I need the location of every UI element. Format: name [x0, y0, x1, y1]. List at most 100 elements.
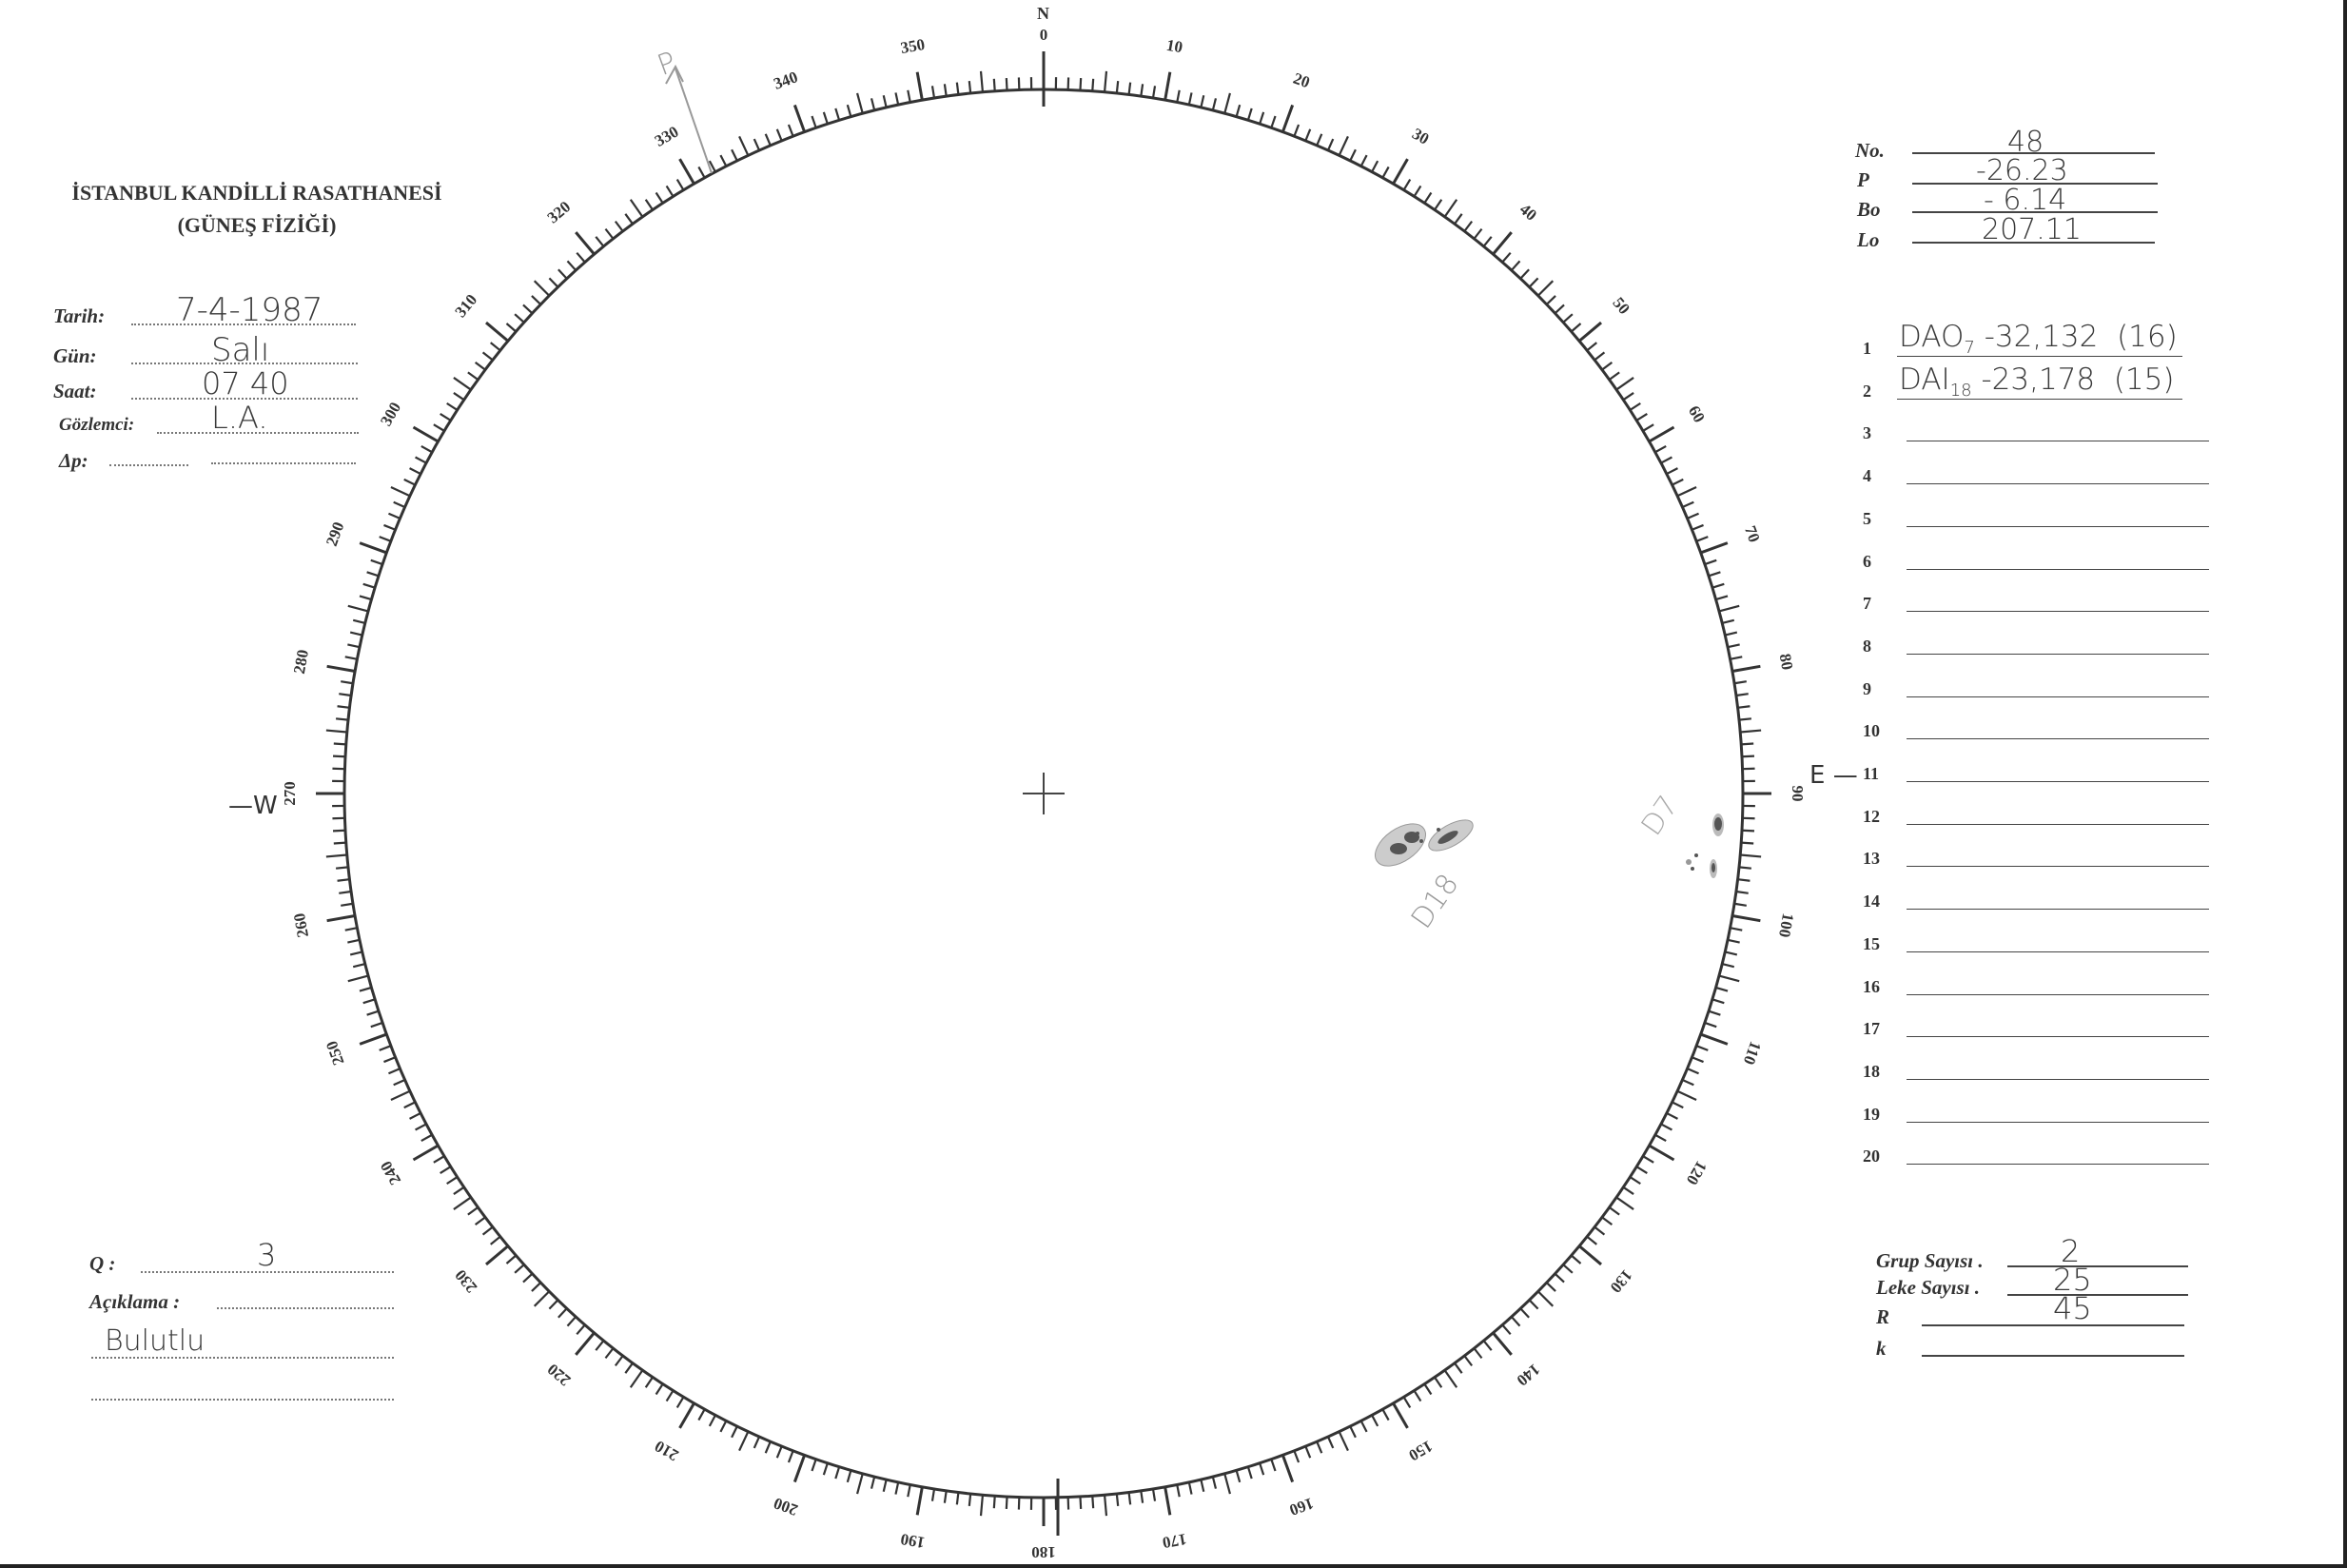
scale-tick — [1140, 1490, 1144, 1503]
r-line — [1922, 1324, 2184, 1326]
spot-count-line — [2007, 1294, 2188, 1296]
scale-label: 240 — [377, 1158, 404, 1188]
day-line — [131, 363, 358, 364]
scale-tick — [1733, 902, 1747, 907]
sunspot-umbra — [1390, 843, 1407, 854]
scale-tick — [531, 295, 542, 305]
time-value[interactable]: 07 40 — [202, 365, 289, 402]
scale-tick — [1721, 962, 1735, 969]
scale-tick — [362, 582, 376, 589]
scale-tick — [347, 974, 369, 983]
scale-label: 350 — [899, 35, 926, 57]
date-value[interactable]: 7-4-1987 — [176, 291, 323, 329]
time-line — [131, 398, 358, 400]
scale-tick — [337, 705, 350, 709]
scale-tick — [1692, 1056, 1704, 1064]
observer-value[interactable]: L.A. — [211, 400, 268, 436]
scale-tick — [675, 1396, 685, 1409]
q-value[interactable]: 3 — [257, 1237, 277, 1273]
sunspot-pore — [1686, 859, 1692, 865]
scale-tick — [1103, 70, 1108, 92]
scale-tick — [349, 951, 363, 956]
group-row-line — [1907, 823, 2209, 825]
scale-tick — [347, 643, 361, 649]
department-name: (GÜNEŞ FİZİĞİ) — [177, 213, 337, 237]
sunspot-umbra — [1404, 832, 1419, 843]
delta-p-line-2 — [211, 462, 356, 464]
group-count-value[interactable]: 2 — [2061, 1233, 2081, 1269]
spot-count-value[interactable]: 25 — [2053, 1262, 2092, 1298]
p-value[interactable]: -26.23 — [1976, 154, 2068, 187]
lo-value[interactable]: 207.11 — [1982, 213, 2082, 246]
scale-tick — [1293, 1450, 1301, 1463]
scale-tick — [1695, 536, 1709, 542]
scale-tick — [1381, 1408, 1390, 1421]
scale-tick — [347, 604, 369, 613]
scale-tick — [332, 755, 346, 758]
scale-tick — [531, 1282, 542, 1292]
scale-tick — [1682, 1078, 1694, 1087]
group-row-number: 12 — [1863, 806, 1880, 826]
day-value[interactable]: Salı — [211, 331, 270, 369]
scale-tick — [644, 199, 654, 211]
scale-label: 60 — [1685, 402, 1709, 425]
bo-value[interactable]: - 6.14 — [1984, 184, 2067, 217]
note-value[interactable]: Bulutlu — [105, 1324, 205, 1358]
scale-label: 20 — [1291, 69, 1312, 92]
scale-tick — [834, 1466, 841, 1480]
r-value[interactable]: 45 — [2053, 1290, 2092, 1326]
scale-tick — [1554, 304, 1565, 315]
scale-tick — [576, 251, 586, 264]
scale-tick — [1235, 104, 1242, 117]
scale-tick — [403, 478, 416, 486]
scale-tick — [1570, 1254, 1582, 1264]
scale-tick — [366, 571, 380, 578]
scale-tick — [629, 199, 644, 218]
scale-tick — [915, 1486, 924, 1516]
scale-tick — [1338, 1431, 1349, 1452]
scale-label: 330 — [652, 123, 682, 150]
scale-tick — [697, 1408, 706, 1421]
no-value[interactable]: 48 — [2007, 126, 2044, 159]
scale-tick — [822, 1462, 829, 1476]
scale-tick — [1554, 1272, 1565, 1284]
scale-label: 210 — [652, 1437, 682, 1464]
scale-tick — [339, 890, 352, 894]
west-label: W — [253, 792, 278, 820]
scale-tick — [738, 1431, 750, 1452]
group-entry[interactable]: DAO7 -32,132 (16) — [1899, 320, 2178, 358]
scale-tick — [930, 1488, 936, 1501]
scale-tick — [1281, 1454, 1295, 1483]
scale-tick — [1316, 1441, 1323, 1454]
scale-tick — [1700, 1032, 1729, 1046]
delta-p-line-1 — [109, 464, 188, 466]
scale-tick — [337, 878, 350, 882]
p-label: P — [1857, 168, 1869, 191]
scale-label: 230 — [451, 1266, 480, 1297]
west-marker: —W — [228, 792, 278, 820]
group-row-number: 9 — [1863, 678, 1871, 698]
scale-label: 220 — [544, 1361, 575, 1390]
group-entry[interactable]: DAI18 -23,178 (15) — [1899, 363, 2174, 401]
date-line — [131, 323, 356, 325]
scale-tick — [1724, 631, 1738, 637]
scale-tick — [846, 104, 852, 117]
scale-tick — [675, 178, 685, 191]
scale-tick — [738, 135, 750, 156]
p-line — [1912, 183, 2158, 185]
scale-tick — [522, 304, 534, 315]
scale-tick — [811, 115, 817, 128]
scale-label: 310 — [451, 290, 480, 321]
scale-tick — [930, 86, 936, 99]
scale-tick — [1259, 1462, 1265, 1476]
lo-line — [1912, 242, 2155, 244]
scale-tick — [1434, 1376, 1443, 1388]
scale-tick — [1704, 1021, 1717, 1029]
scale-tick — [1578, 1245, 1602, 1266]
scale-tick — [393, 1078, 405, 1087]
scale-tick — [566, 1316, 577, 1327]
scale-tick — [352, 962, 366, 969]
scale-tick — [1727, 938, 1740, 944]
no-label: No. — [1855, 139, 1885, 162]
